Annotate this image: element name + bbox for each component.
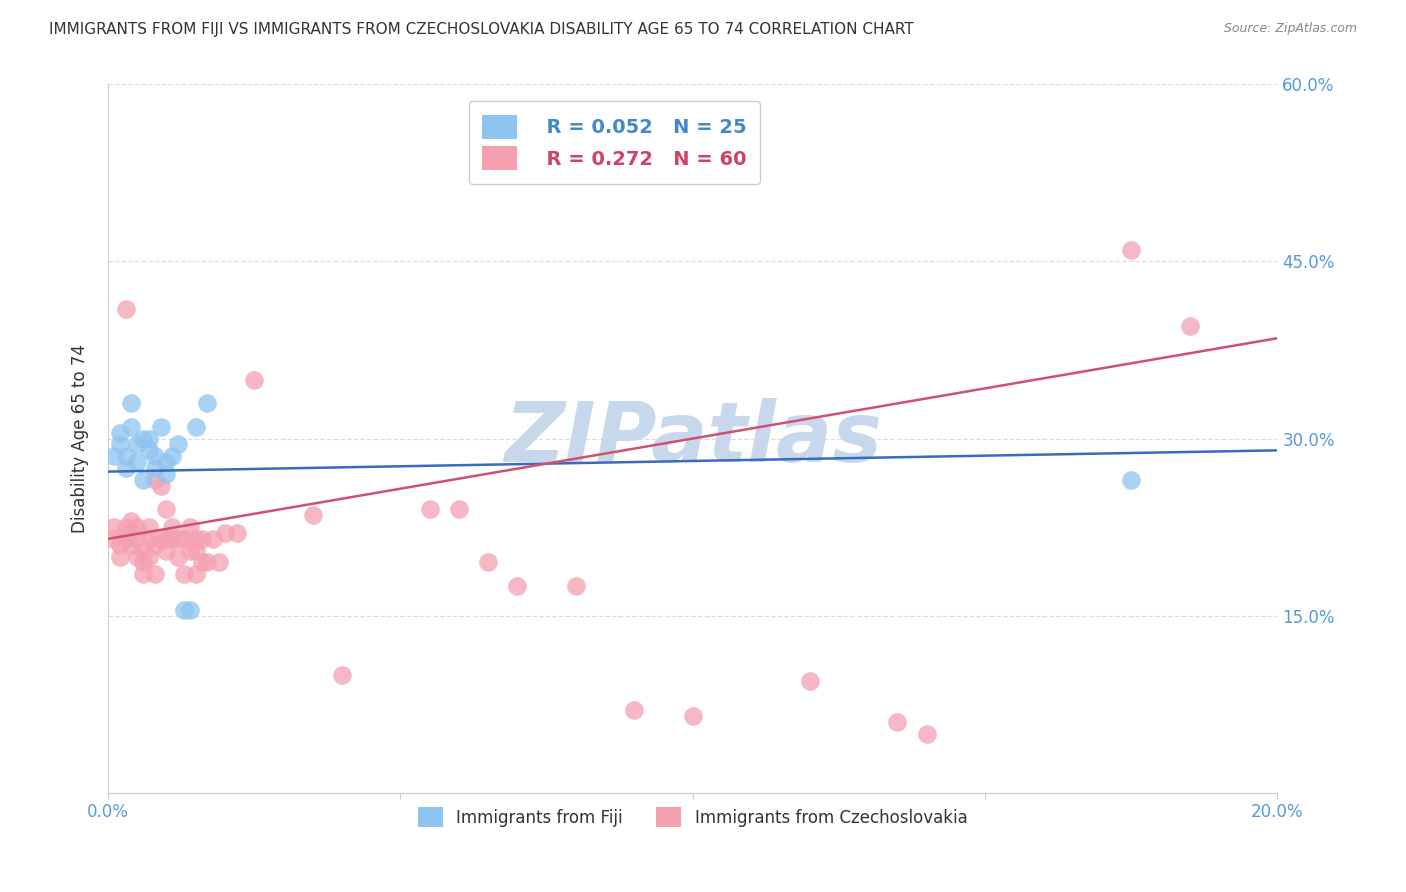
Point (1178, 319, 1201, 334)
Point (167, 437, 190, 451)
Point (103, 532, 125, 546)
Point (114, 532, 136, 546)
Point (120, 514, 142, 528)
Point (127, 437, 149, 451)
Point (155, 502, 177, 516)
Point (127, 549, 149, 564)
Point (243, 372, 266, 386)
Point (127, 520, 149, 534)
Point (184, 567, 207, 582)
Point (162, 520, 184, 534)
Point (623, 703, 645, 717)
Point (108, 538, 131, 552)
Point (138, 443, 160, 458)
Point (108, 437, 131, 451)
Point (419, 502, 441, 516)
Point (214, 526, 236, 541)
Point (162, 532, 184, 546)
Point (682, 709, 704, 723)
Point (132, 556, 155, 570)
Point (143, 567, 166, 582)
Point (138, 532, 160, 546)
Point (120, 538, 142, 552)
Point (179, 543, 201, 558)
Point (103, 520, 125, 534)
Point (167, 532, 190, 546)
Y-axis label: Disability Age 65 to 74: Disability Age 65 to 74 (72, 344, 89, 533)
Point (225, 526, 247, 541)
Point (197, 556, 219, 570)
Point (143, 461, 166, 475)
Point (114, 461, 136, 475)
Point (132, 567, 155, 582)
Point (564, 579, 586, 593)
Point (138, 432, 160, 446)
Point (138, 520, 160, 534)
Point (103, 449, 125, 463)
Point (132, 543, 155, 558)
Point (114, 520, 136, 534)
Point (197, 396, 219, 410)
Point (1121, 243, 1143, 257)
Point (143, 449, 166, 463)
Point (132, 432, 155, 446)
Point (127, 532, 149, 546)
Point (108, 549, 131, 564)
Text: IMMIGRANTS FROM FIJI VS IMMIGRANTS FROM CZECHOSLOVAKIA DISABILITY AGE 65 TO 74 C: IMMIGRANTS FROM FIJI VS IMMIGRANTS FROM … (49, 22, 914, 37)
Text: Source: ZipAtlas.com: Source: ZipAtlas.com (1223, 22, 1357, 36)
Point (330, 667, 353, 681)
Point (173, 532, 195, 546)
Point (173, 603, 195, 617)
Point (149, 479, 172, 493)
Point (477, 556, 499, 570)
Point (190, 556, 212, 570)
Point (190, 532, 212, 546)
Point (799, 673, 821, 688)
Point (184, 532, 207, 546)
Point (167, 549, 190, 564)
Point (179, 520, 201, 534)
Text: ZIPatlas: ZIPatlas (503, 398, 882, 479)
Point (143, 473, 166, 487)
Point (208, 556, 231, 570)
Point (114, 449, 136, 463)
Point (114, 301, 136, 316)
Point (132, 473, 155, 487)
Point (506, 579, 529, 593)
Point (149, 532, 172, 546)
Point (149, 419, 172, 434)
Point (179, 603, 201, 617)
Point (447, 502, 470, 516)
Point (173, 567, 195, 582)
Point (1121, 473, 1143, 487)
Point (162, 449, 184, 463)
Point (120, 526, 142, 541)
Point (155, 543, 177, 558)
Point (143, 538, 166, 552)
Point (120, 419, 142, 434)
Point (120, 396, 142, 410)
Point (886, 714, 908, 729)
Point (202, 532, 225, 546)
Point (301, 508, 323, 523)
Legend: Immigrants from Fiji, Immigrants from Czechoslovakia: Immigrants from Fiji, Immigrants from Cz… (412, 800, 974, 834)
Point (108, 425, 131, 440)
Point (127, 455, 149, 469)
Point (138, 549, 160, 564)
Point (155, 467, 177, 481)
Point (184, 543, 207, 558)
Point (184, 419, 207, 434)
Point (155, 455, 177, 469)
Point (915, 726, 938, 740)
Point (155, 532, 177, 546)
